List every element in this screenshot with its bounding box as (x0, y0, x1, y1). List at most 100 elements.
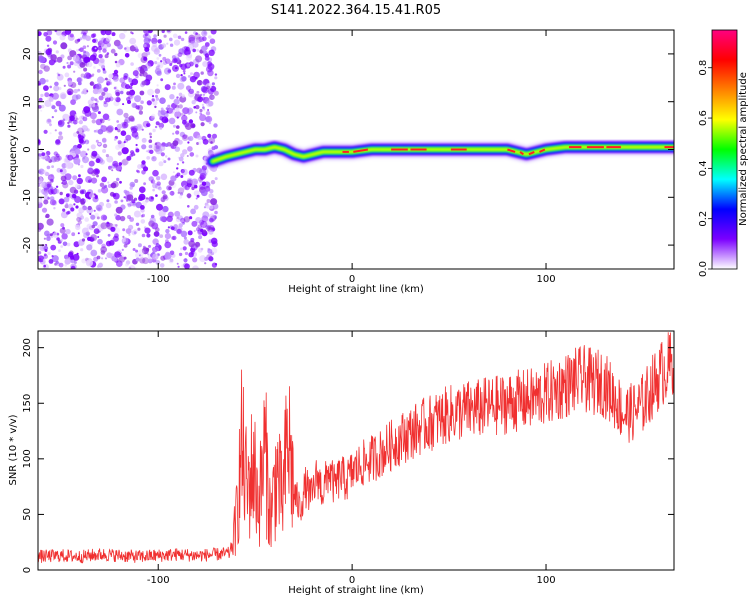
noise-blob (46, 236, 51, 241)
noise-blob (208, 193, 214, 199)
noise-blob (85, 73, 92, 79)
noise-blob (179, 192, 184, 196)
noise-blob (140, 219, 146, 224)
noise-blob (96, 174, 99, 178)
noise-blob (128, 115, 135, 122)
noise-blob (146, 122, 151, 128)
noise-blob (56, 155, 62, 161)
noise-blob (76, 121, 79, 124)
noise-blob (167, 157, 171, 161)
noise-blob (99, 182, 105, 188)
noise-blob (125, 84, 130, 90)
noise-blob (62, 241, 68, 247)
noise-blob (179, 95, 187, 103)
noise-blob (140, 205, 145, 210)
noise-blob (102, 215, 108, 221)
noise-blob (197, 178, 200, 181)
noise-blob (113, 97, 117, 101)
noise-blob (188, 169, 195, 176)
noise-blob (209, 94, 215, 100)
noise-blob (186, 193, 192, 199)
noise-blob (183, 258, 188, 263)
noise-blob (49, 85, 52, 89)
noise-blob (128, 265, 136, 269)
noise-blob (144, 227, 151, 234)
noise-blob (208, 49, 215, 56)
noise-blob (128, 224, 134, 230)
noise-blob (151, 37, 158, 44)
noise-blob (119, 180, 122, 184)
noise-blob (177, 191, 180, 195)
snr-x-tick-label: 0 (349, 575, 355, 586)
noise-blob (162, 158, 165, 161)
noise-blob (100, 214, 107, 221)
noise-blob (162, 194, 168, 200)
noise-blob (81, 125, 88, 132)
noise-blob (81, 227, 89, 235)
noise-blob (106, 81, 111, 86)
noise-blob (182, 246, 187, 251)
spectrogram-y-tick-label: 20 (22, 48, 33, 61)
noise-blob (172, 33, 178, 39)
noise-blob (187, 137, 192, 141)
spectrogram-x-tick-label: 100 (536, 274, 555, 285)
noise-blob (45, 35, 52, 42)
noise-blob (212, 133, 217, 139)
noise-blob (67, 91, 72, 95)
noise-blob (178, 195, 183, 199)
noise-blob (119, 215, 126, 222)
noise-blob (40, 104, 45, 109)
noise-blob (124, 46, 131, 53)
noise-blob (97, 76, 104, 84)
noise-blob (172, 171, 175, 174)
noise-blob (191, 124, 196, 128)
noise-blob (174, 146, 180, 152)
noise-blob (199, 112, 203, 115)
noise-blob (135, 257, 140, 262)
noise-blob (190, 72, 193, 76)
noise-blob (133, 44, 137, 47)
noise-blob (110, 48, 116, 54)
noise-blob (143, 44, 147, 48)
noise-blob (150, 180, 154, 184)
noise-blob (196, 49, 200, 52)
noise-blob (186, 46, 190, 50)
noise-blob (83, 128, 86, 131)
noise-blob (187, 141, 190, 144)
noise-blob (171, 85, 176, 90)
noise-blob (167, 30, 171, 33)
noise-blob (97, 238, 103, 245)
noise-blob (154, 61, 158, 65)
noise-blob (67, 55, 72, 61)
noise-blob (180, 217, 186, 224)
noise-blob (202, 93, 206, 97)
noise-blob (80, 32, 84, 35)
noise-blob (176, 96, 179, 99)
noise-blob (182, 221, 186, 225)
noise-blob (172, 57, 178, 64)
noise-blob (159, 234, 164, 239)
noise-blob (87, 205, 92, 211)
noise-blob (137, 227, 141, 231)
noise-blob (38, 180, 46, 188)
noise-blob (167, 104, 171, 108)
noise-blob (127, 100, 131, 104)
snr-y-tick-label: 0 (22, 567, 33, 573)
noise-blob (135, 249, 139, 253)
noise-blob (94, 87, 102, 95)
noise-blob (169, 37, 173, 42)
noise-blob (204, 116, 211, 123)
noise-blob (204, 262, 207, 265)
noise-blob (54, 81, 59, 87)
noise-blob (154, 88, 161, 94)
noise-blob (214, 177, 218, 181)
noise-blob (150, 196, 154, 200)
noise-blob (156, 70, 162, 76)
noise-blob (110, 167, 113, 171)
noise-blob (63, 84, 66, 87)
noise-blob (94, 47, 97, 50)
noise-blob (56, 72, 59, 75)
noise-blob (188, 252, 194, 258)
noise-blob (159, 126, 163, 130)
snr-frame (37, 330, 675, 571)
